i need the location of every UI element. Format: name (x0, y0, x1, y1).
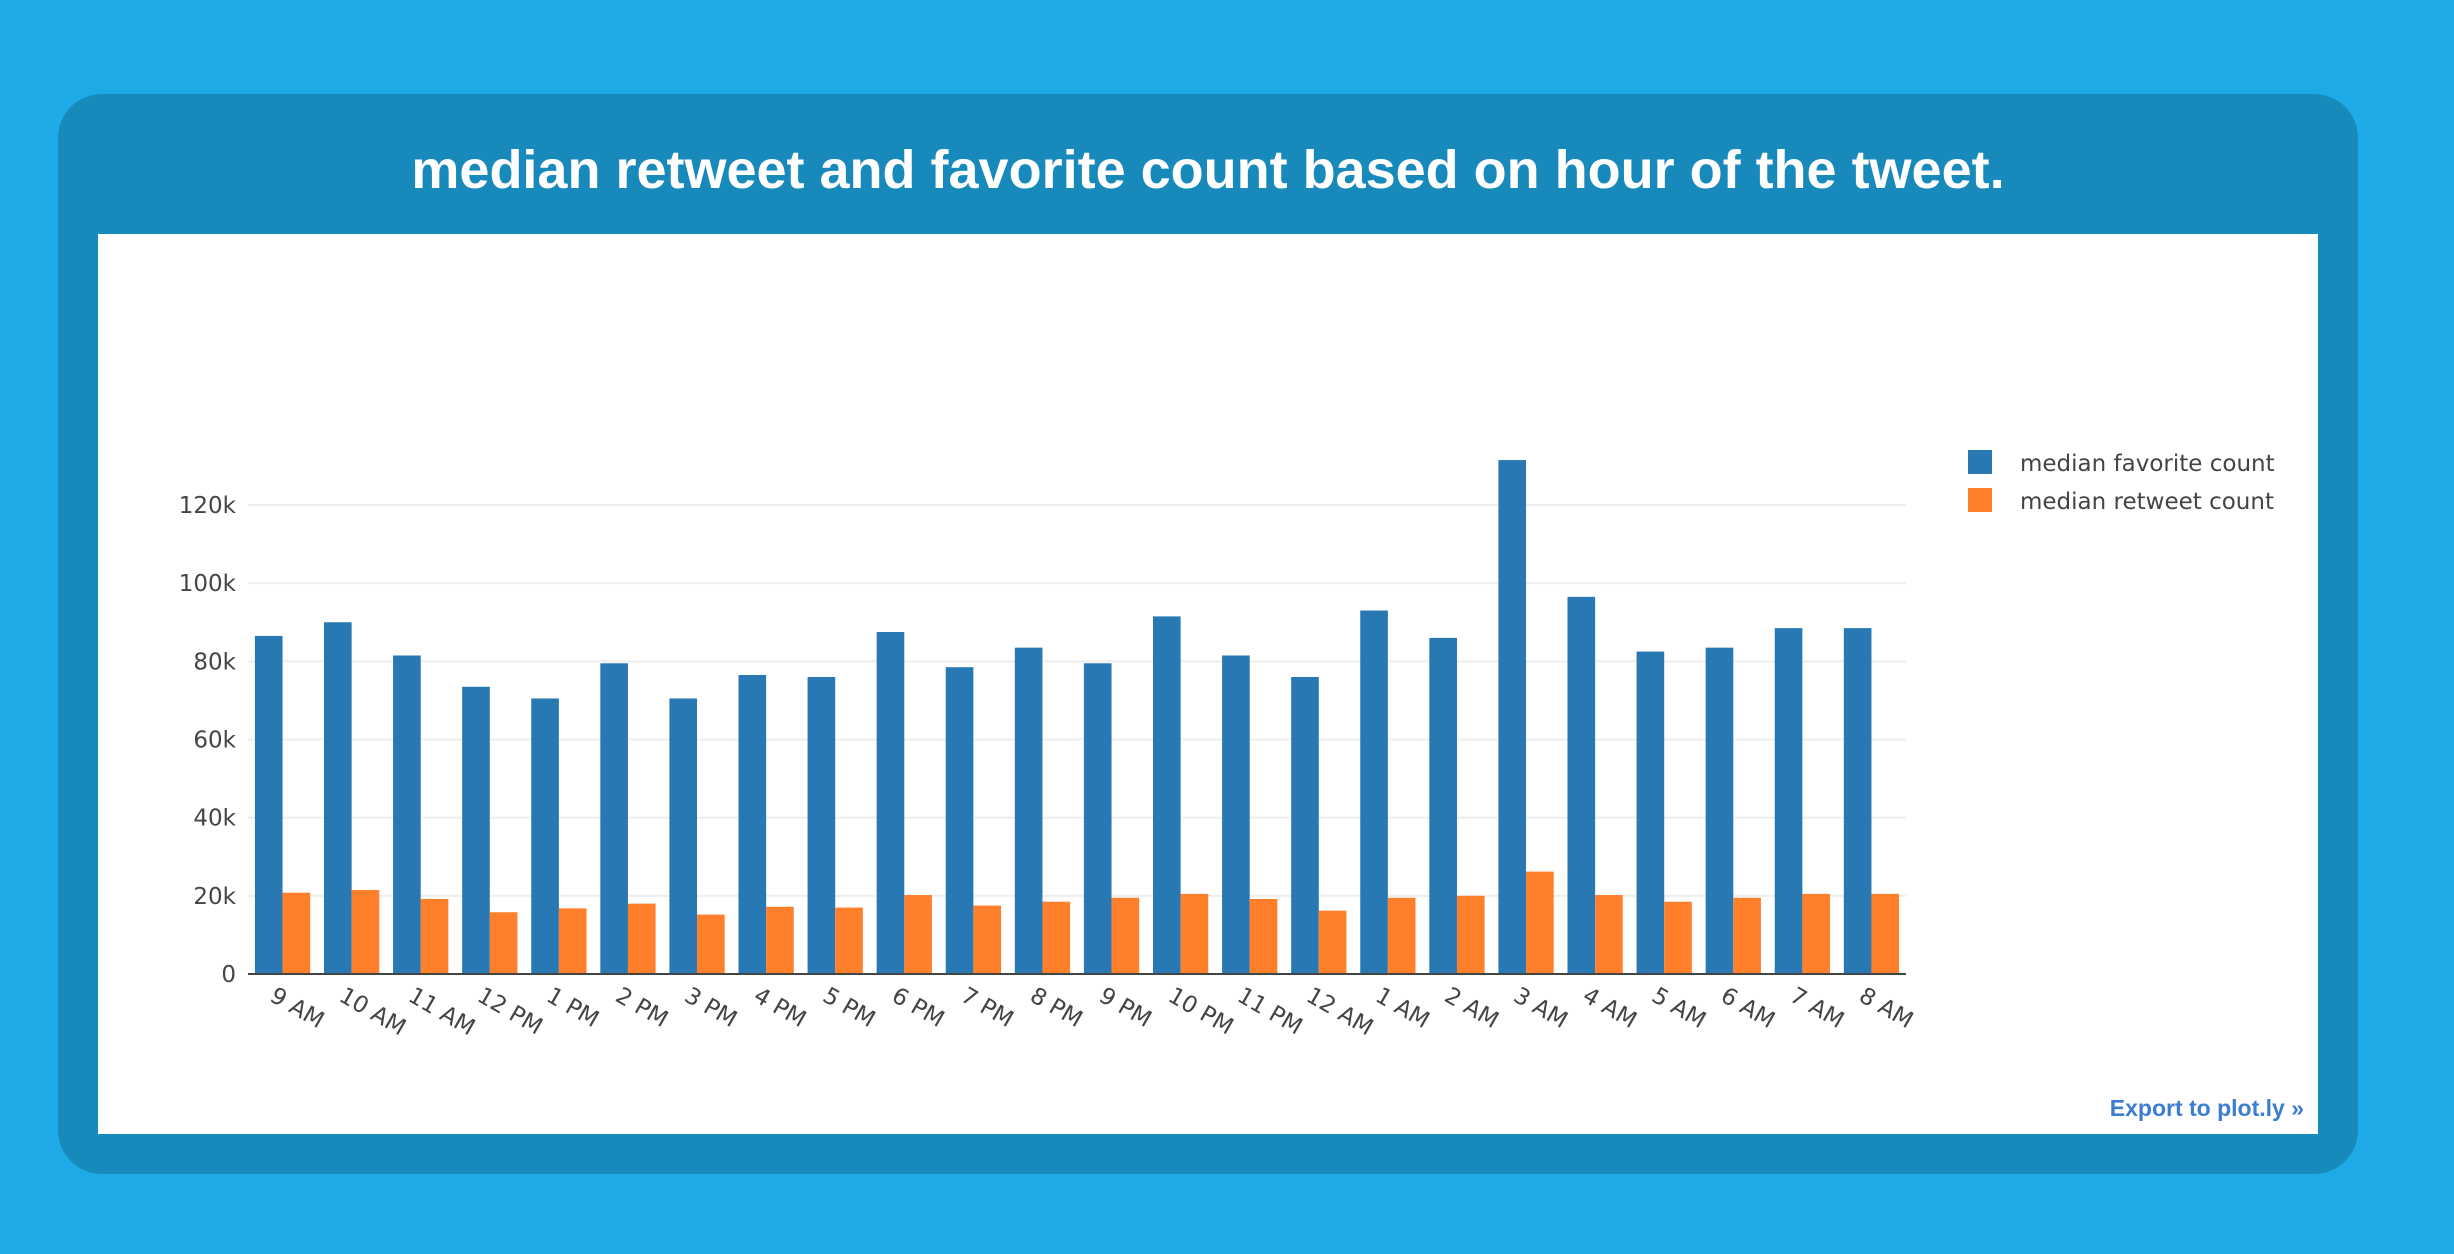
bar-retweet[interactable] (1111, 897, 1140, 974)
bar-retweet[interactable] (1871, 893, 1900, 974)
x-tick-label: 6 AM (1716, 983, 1779, 1034)
y-tick-label: 40k (193, 806, 236, 832)
x-tick-label: 5 PM (818, 983, 879, 1033)
x-tick-label: 9 PM (1095, 983, 1156, 1033)
bar-retweet[interactable] (1318, 910, 1347, 974)
x-tick-label: 7 PM (956, 983, 1017, 1033)
bar-favorite[interactable] (1498, 460, 1527, 974)
y-tick-label: 20k (193, 884, 236, 910)
bar-retweet[interactable] (835, 907, 863, 974)
x-tick-label: 12 AM (1302, 983, 1377, 1042)
bar-retweet[interactable] (282, 892, 311, 974)
bar-favorite[interactable] (1222, 655, 1250, 974)
x-tick-label: 10 AM (335, 983, 410, 1042)
y-tick-label: 120k (179, 493, 237, 519)
bar-favorite[interactable] (1014, 647, 1043, 974)
bar-retweet[interactable] (1595, 895, 1623, 974)
bar-favorite[interactable] (1774, 628, 1803, 974)
bar-retweet[interactable] (697, 914, 725, 974)
x-tick-label: 11 PM (1233, 983, 1307, 1041)
bar-favorite[interactable] (1152, 616, 1181, 974)
x-tick-label: 2 AM (1440, 983, 1503, 1034)
bar-favorite[interactable] (738, 675, 767, 974)
x-tick-label: 4 AM (1578, 983, 1641, 1034)
bar-favorite[interactable] (1360, 610, 1388, 974)
x-tick-label: 8 AM (1854, 983, 1917, 1034)
x-tick-label: 1 AM (1371, 983, 1434, 1034)
bar-retweet[interactable] (1249, 898, 1278, 974)
bar-retweet[interactable] (558, 908, 587, 974)
bar-retweet[interactable] (1802, 893, 1831, 974)
x-tick-label: 10 PM (1164, 983, 1238, 1041)
x-tick-label: 3 PM (680, 983, 741, 1033)
x-tick-label: 4 PM (749, 983, 810, 1033)
x-tick-label: 12 PM (473, 983, 547, 1041)
bar-retweet[interactable] (1042, 901, 1071, 974)
bar-retweet[interactable] (1180, 893, 1209, 974)
bar-favorite[interactable] (876, 632, 905, 974)
y-tick-label: 80k (193, 649, 236, 675)
page-title: median retweet and favorite count based … (411, 140, 2005, 200)
bar-favorite[interactable] (669, 698, 698, 974)
bar-favorite[interactable] (1291, 676, 1319, 974)
export-to-plotly-link[interactable]: Export to plot.ly » (2109, 1095, 2304, 1121)
x-tick-label: 5 AM (1647, 983, 1710, 1034)
bar-retweet[interactable] (627, 903, 656, 974)
x-tick-label: 6 PM (887, 983, 948, 1033)
bar-favorite[interactable] (945, 667, 974, 974)
y-tick-label: 0 (221, 962, 236, 988)
bar-favorite[interactable] (531, 698, 559, 974)
bar-retweet[interactable] (973, 905, 1002, 974)
y-tick-label: 60k (193, 728, 236, 754)
bar-retweet[interactable] (420, 898, 449, 974)
x-tick-label: 1 PM (542, 983, 603, 1033)
bar-favorite[interactable] (1083, 663, 1112, 974)
x-tick-label: 9 AM (266, 983, 329, 1034)
legend-swatch[interactable] (1968, 450, 1992, 474)
bar-retweet[interactable] (1526, 871, 1554, 974)
bar-favorite[interactable] (462, 686, 490, 974)
bar-favorite[interactable] (1567, 596, 1596, 974)
bar-favorite[interactable] (393, 655, 421, 974)
bar-retweet[interactable] (766, 906, 794, 974)
x-tick-label: 7 AM (1785, 983, 1848, 1034)
bar-favorite[interactable] (807, 676, 836, 974)
legend-label[interactable]: median favorite count (2020, 451, 2275, 477)
bar-favorite[interactable] (254, 635, 283, 974)
bar-favorite[interactable] (1429, 637, 1457, 974)
legend-label[interactable]: median retweet count (2020, 489, 2274, 515)
bar-retweet[interactable] (351, 889, 380, 974)
bar-favorite[interactable] (1843, 628, 1872, 974)
x-tick-label: 2 PM (611, 983, 672, 1033)
bar-retweet[interactable] (904, 895, 932, 974)
legend-swatch[interactable] (1968, 488, 1992, 512)
bar-retweet[interactable] (1733, 897, 1761, 974)
x-tick-label: 8 PM (1025, 983, 1086, 1033)
bar-favorite[interactable] (323, 622, 352, 974)
bar-retweet[interactable] (1387, 897, 1416, 974)
y-tick-label: 100k (179, 571, 237, 597)
chart-card: median retweet and favorite count based … (58, 94, 2358, 1174)
bar-retweet[interactable] (1664, 901, 1692, 974)
bar-favorite[interactable] (600, 663, 628, 974)
bar-favorite[interactable] (1705, 647, 1734, 974)
x-tick-label: 3 AM (1509, 983, 1572, 1034)
bar-retweet[interactable] (489, 912, 518, 974)
bar-retweet[interactable] (1456, 895, 1485, 974)
plot-area: 0 20k 40k 60k 80k 100k 120k 9 AM 10 AM 11 AM 12 PM… (98, 234, 2318, 1134)
bar-favorite[interactable] (1636, 651, 1665, 974)
x-tick-label: 11 AM (404, 983, 479, 1042)
